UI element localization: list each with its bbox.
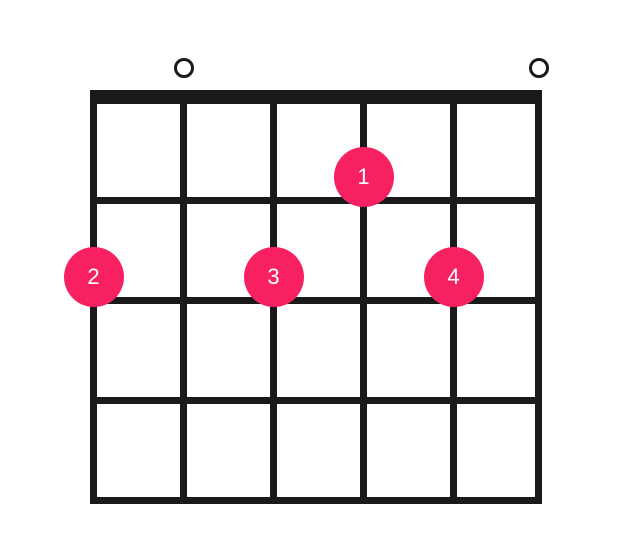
finger-label: 3	[267, 264, 279, 290]
finger-label: 4	[447, 264, 459, 290]
fret-line	[90, 197, 542, 204]
finger-label: 1	[357, 164, 369, 190]
finger-position: 2	[64, 247, 124, 307]
chord-diagram: 1 2 3 4	[0, 0, 640, 560]
fret-line	[90, 397, 542, 404]
finger-position: 1	[334, 147, 394, 207]
fret-line	[90, 497, 542, 504]
open-string-marker	[529, 58, 549, 78]
finger-position: 3	[244, 247, 304, 307]
finger-position: 4	[424, 247, 484, 307]
string-line	[180, 90, 187, 504]
string-line	[535, 90, 542, 504]
nut	[90, 90, 542, 104]
finger-label: 2	[87, 264, 99, 290]
open-string-marker	[174, 58, 194, 78]
